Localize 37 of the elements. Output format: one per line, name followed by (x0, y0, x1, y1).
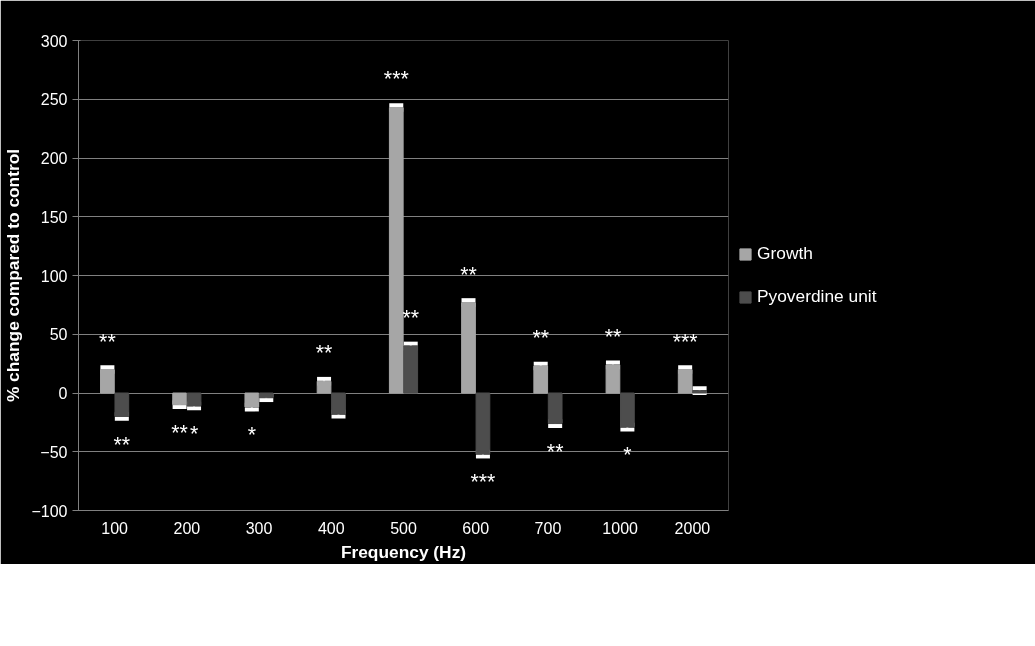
annotation: * (623, 443, 632, 468)
annotation: *** (672, 329, 698, 354)
x-tick-label: 400 (317, 519, 345, 537)
x-tick-label: 2000 (674, 519, 711, 537)
annotation: ** (315, 341, 333, 366)
legend-label: Growth (757, 243, 813, 264)
y-tick-label: 300 (40, 32, 68, 50)
x-tick-label: 500 (390, 519, 417, 537)
annotation: * (189, 421, 199, 446)
y-tick-label: 50 (49, 326, 68, 344)
x-axis-title: Frequency (Hz) (340, 541, 467, 562)
x-tick-label: 300 (245, 519, 273, 537)
annotation: * (247, 423, 256, 448)
y-tick-label: 200 (40, 150, 68, 167)
annotation: ** (171, 420, 188, 445)
y-tick-label: −50 (40, 443, 68, 461)
annotation: ** (532, 325, 550, 350)
x-tick-label: 200 (173, 519, 201, 537)
y-tick-label: 250 (40, 91, 68, 109)
annotation: ** (604, 324, 622, 349)
y-axis-title: % change compared to control (3, 148, 24, 403)
annotation: *** (470, 470, 496, 495)
annotation: ** (546, 439, 564, 464)
y-tick-label: 0 (58, 385, 68, 402)
x-tick-label: 600 (462, 519, 490, 537)
annotation: ** (460, 262, 477, 287)
annotation: ** (402, 306, 420, 330)
legend-label: Pyoverdine unit (757, 286, 877, 307)
x-tick-label: 100 (101, 519, 129, 537)
x-tick-label: 700 (534, 519, 562, 537)
annotation: *** (383, 67, 409, 92)
y-tick-label: 150 (40, 208, 68, 226)
annotation: ** (113, 432, 131, 457)
x-tick-label: 1000 (602, 519, 639, 537)
annotation: ** (99, 329, 116, 354)
y-tick-label: −100 (31, 502, 68, 520)
y-tick-label: 100 (40, 267, 68, 285)
